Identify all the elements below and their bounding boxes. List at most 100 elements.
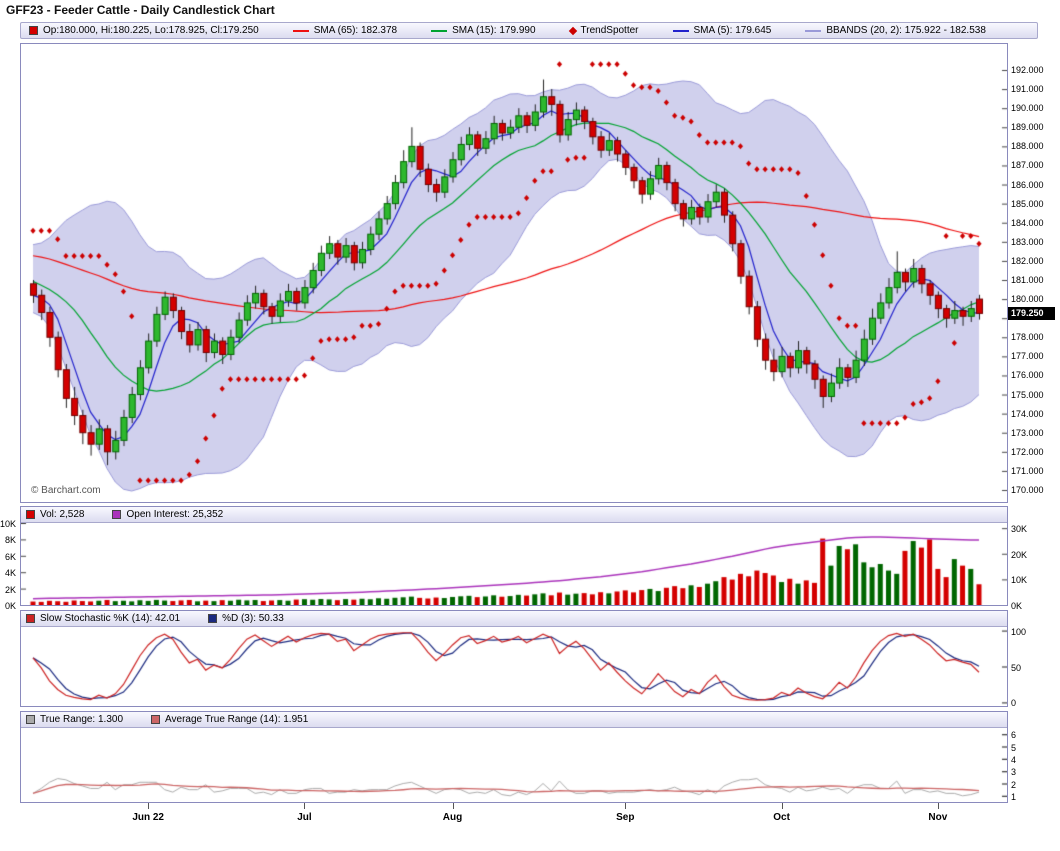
volume-left-tick-label: 8K [4,535,16,546]
stochastic-tick-label: 50 [1011,662,1022,673]
month-label: Jul [297,812,312,823]
truerange-tick-label: 2 [1011,779,1017,790]
trendspotter-label: TrendSpotter [580,25,639,36]
volume-right-axis: 30K 20K 10K 0K [1008,523,1048,611]
price-tick-label: 174.000 [1011,408,1044,419]
stochastic-k-label: Slow Stochastic %K (14): 42.01 [40,613,181,624]
x-axis: Jun 22 Jul Aug Sep Oct Nov [20,803,1008,827]
ohlc-label: Op:180.000, Hi:180.225, Lo:178.925, Cl:1… [43,25,259,36]
price-tick-label: 176.000 [1011,370,1044,381]
legend-item-bbands: BBANDS (20, 2): 175.922 - 182.538 [805,25,986,36]
price-tick-label: 184.000 [1011,217,1044,228]
price-tick-label: 171.000 [1011,465,1044,476]
watermark: © Barchart.com [31,485,101,496]
volume-left-tick-label: 6K [4,551,16,562]
stochastic-tick-label: 100 [1011,626,1027,637]
month-label: Sep [616,812,635,823]
volume-right-tick-label: 10K [1011,575,1028,586]
month-tick [625,803,627,809]
sma65-line-icon [292,29,309,32]
price-tick-label: 175.000 [1011,389,1044,400]
volume-right-tick-label: 30K [1011,524,1028,535]
trendspotter-diamond-icon [568,26,577,35]
volume-canvas [21,523,1007,605]
main-chart-panel: © Barchart.com [20,43,1008,503]
candle-swatch-icon [29,26,38,35]
month-tick [781,803,783,809]
volume-swatch-icon [26,510,35,519]
volume-panel-header: Vol: 2,528 Open Interest: 25,352 [21,507,1007,523]
sma5-line-icon [672,29,689,32]
price-tick-label: 180.000 [1011,294,1044,305]
volume-right-tick-label: 0K [1011,601,1023,611]
month-label: Nov [928,812,948,823]
volume-left-tick-label: 4K [4,568,16,579]
volume-label: Vol: 2,528 [40,509,85,520]
price-tick-label: 188.000 [1011,141,1044,152]
month-label: Oct [773,812,790,823]
legend-item-sma65: SMA (65): 182.378 [292,25,398,36]
truerange-panel-header: True Range: 1.300 Average True Range (14… [21,712,1007,728]
truerange-tick-label: 1 [1011,791,1017,802]
price-tick-label: 185.000 [1011,198,1044,209]
volume-panel: Vol: 2,528 Open Interest: 25,352 [20,506,1008,606]
truerange-swatch-icon [26,715,35,724]
bbands-label: BBANDS (20, 2): 175.922 - 182.538 [826,25,986,36]
price-tick-label: 186.000 [1011,179,1044,190]
truerange-tick-label: 6 [1011,730,1017,741]
truerange-label: True Range: 1.300 [40,714,124,725]
open-interest-label: Open Interest: 25,352 [126,509,224,520]
price-tick-label: 189.000 [1011,122,1044,133]
atr-legend-item: Average True Range (14): 1.951 [151,714,308,725]
legend-item-sma5: SMA (5): 179.645 [672,25,772,36]
volume-left-tick-label: 10K [0,519,16,529]
price-tick-label: 187.000 [1011,160,1044,171]
sma65-label: SMA (65): 182.378 [313,25,398,36]
month-label: Aug [442,812,463,823]
stochastic-panel: Slow Stochastic %K (14): 42.01 %D (3): 5… [20,610,1008,707]
price-tick-label: 172.000 [1011,446,1044,457]
month-label: Jun 22 [132,812,164,823]
month-tick [304,803,306,809]
volume-left-tick-label: 0K [4,601,16,611]
stochastic-canvas [21,627,1007,706]
sma15-label: SMA (15): 179.990 [452,25,536,36]
month-tick [148,803,150,809]
stochastic-k-swatch-icon [26,614,35,623]
volume-left-axis: 10K 8K 6K 4K 2K 0K [0,519,18,611]
price-axis: 192.000 191.000 190.000 189.000 188.000 187.0… [1008,44,1060,502]
legend-bar: Op:180.000, Hi:180.225, Lo:178.925, Cl:1… [20,22,1038,39]
price-tick-label: 192.000 [1011,65,1044,75]
stochastic-k-legend-item: Slow Stochastic %K (14): 42.01 [26,613,180,624]
truerange-tick-label: 5 [1011,742,1017,753]
month-tick [937,803,939,809]
truerange-tick-label: 4 [1011,754,1017,765]
sma5-label: SMA (5): 179.645 [693,25,772,36]
volume-right-tick-label: 20K [1011,549,1028,560]
atr-swatch-icon [151,715,161,724]
page-title: GFF23 - Feeder Cattle - Daily Candlestic… [6,3,275,17]
open-interest-legend-item: Open Interest: 25,352 [112,509,223,520]
truerange-canvas [21,728,1007,802]
stochastic-right-axis: 100 50 0 [1008,626,1048,709]
truerange-panel: True Range: 1.300 Average True Range (14… [20,711,1008,803]
price-tick-label: 181.000 [1011,275,1044,285]
price-tick-label: 170.000 [1011,485,1044,495]
main-chart-canvas [21,44,1007,502]
month-tick [452,803,454,809]
stochastic-d-legend-item: %D (3): 50.33 [208,613,284,624]
legend-item-sma15: SMA (15): 179.990 [431,25,536,36]
legend-item-trendspotter: TrendSpotter [568,25,639,36]
price-tick-label: 183.000 [1011,236,1044,247]
stochastic-d-label: %D (3): 50.33 [222,613,284,624]
last-price-label: 179.250 [1008,306,1055,320]
price-tick-label: 182.000 [1011,255,1044,266]
price-tick-label: 190.000 [1011,103,1044,114]
stochastic-d-swatch-icon [208,614,218,623]
truerange-legend-item: True Range: 1.300 [26,714,123,725]
atr-label: Average True Range (14): 1.951 [165,714,309,725]
sma15-line-icon [431,29,448,32]
bbands-line-icon [805,29,822,32]
